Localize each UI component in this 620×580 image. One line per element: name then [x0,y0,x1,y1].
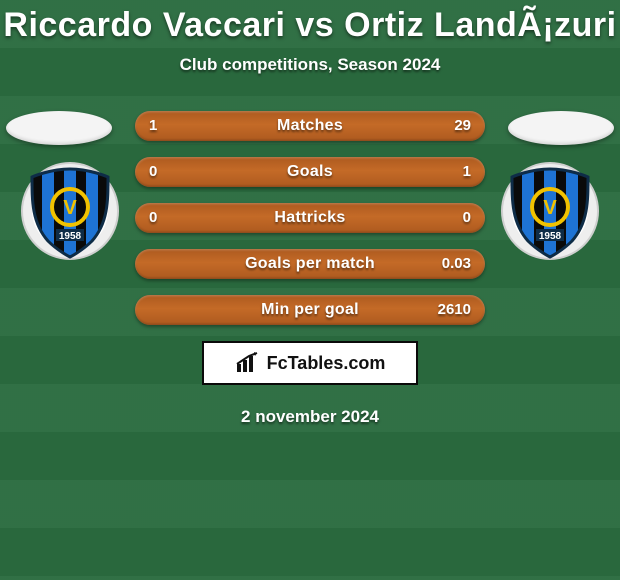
stat-label: Min per goal [261,301,359,319]
stat-label: Hattricks [274,209,345,227]
subtitle: Club competitions, Season 2024 [0,55,620,75]
stat-value-right: 0.03 [442,249,471,279]
stats-area: V 1958 V [0,111,620,427]
stat-value-right: 1 [463,157,471,187]
player-avatar-left [6,111,112,145]
brand-text: FcTables.com [267,353,386,374]
stat-label: Matches [277,117,343,135]
stat-value-left: 0 [149,203,157,233]
club-badge-left: V 1958 [20,161,120,261]
svg-text:1958: 1958 [59,231,82,242]
club-badge-right: V 1958 [500,161,600,261]
stat-row: 0 Hattricks 0 [135,203,485,233]
stat-row: Min per goal 2610 [135,295,485,325]
brand-box: FcTables.com [202,341,418,385]
stat-value-right: 2610 [438,295,471,325]
stat-value-right: 29 [454,111,471,141]
stat-row: 1 Matches 29 [135,111,485,141]
stat-value-left: 0 [149,157,157,187]
stat-value-left: 1 [149,111,157,141]
svg-text:V: V [63,197,77,219]
date-line: 2 november 2024 [0,407,620,427]
player-avatar-right [508,111,614,145]
stat-label: Goals [287,163,333,181]
chart-icon [235,352,261,374]
stat-row: Goals per match 0.03 [135,249,485,279]
svg-text:1958: 1958 [539,231,562,242]
svg-text:V: V [543,197,557,219]
stat-row: 0 Goals 1 [135,157,485,187]
stat-rows: 1 Matches 29 0 Goals 1 0 Hattricks 0 Goa… [135,111,485,325]
page-title: Riccardo Vaccari vs Ortiz LandÃ¡zuri [0,6,620,45]
stat-label: Goals per match [245,255,375,273]
stat-value-right: 0 [463,203,471,233]
